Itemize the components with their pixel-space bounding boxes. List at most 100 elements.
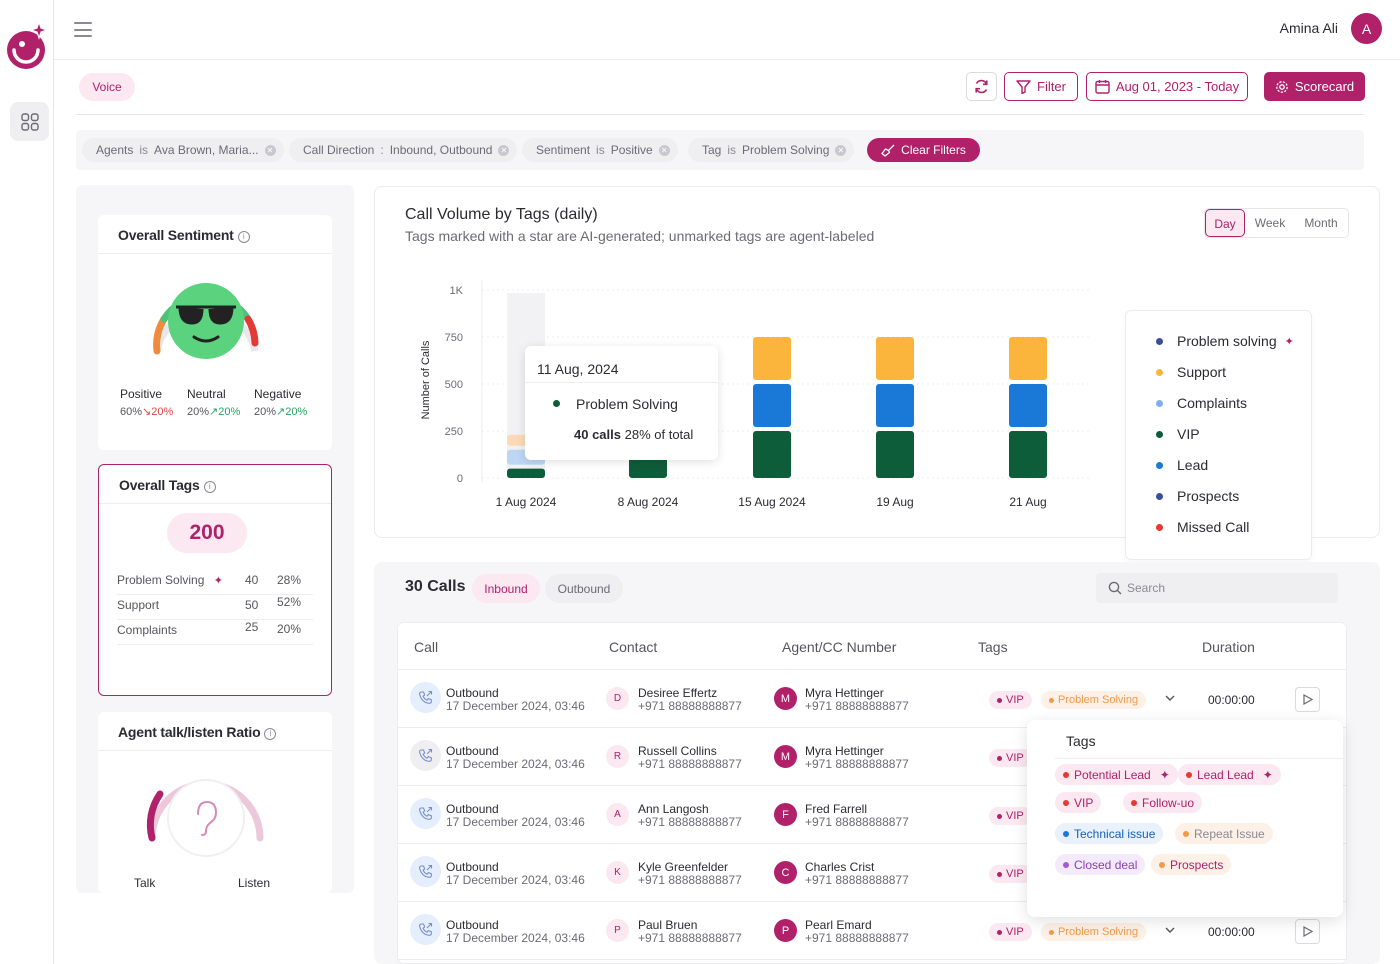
- tag-dot: [1049, 697, 1054, 703]
- search-icon: [1108, 581, 1122, 595]
- info-icon[interactable]: i: [237, 231, 250, 243]
- tag-pill-vip[interactable]: VIP: [989, 691, 1032, 709]
- clear-filters-button[interactable]: Clear Filters: [867, 138, 980, 162]
- contact-name[interactable]: Kyle Greenfelder: [638, 860, 729, 874]
- contact-name[interactable]: Paul Bruen: [638, 918, 698, 932]
- tag-pill-problem-solving[interactable]: Problem Solving: [1041, 691, 1147, 709]
- tag-pill-vip[interactable]: VIP: [989, 923, 1032, 941]
- filter-chip-call-direction[interactable]: Call Direction: Inbound, Outbound ✕: [289, 138, 518, 162]
- play-button[interactable]: [1295, 687, 1320, 712]
- table-row[interactable]: Outbound 17 December 2024, 03:46 A Ann Lang…: [398, 786, 1346, 844]
- popover-tag[interactable]: Prospects: [1151, 854, 1232, 875]
- date-range-button[interactable]: Aug 01, 2023 - Today: [1086, 72, 1248, 101]
- col-duration[interactable]: Duration: [1202, 639, 1255, 655]
- legend-item[interactable]: Missed Call: [1156, 519, 1249, 535]
- period-day[interactable]: Day: [1205, 209, 1245, 237]
- popover-tag[interactable]: Lead Lead ✦: [1178, 764, 1281, 785]
- popover-tag[interactable]: Follow-uo: [1123, 792, 1203, 813]
- tag-dot: [997, 813, 1002, 819]
- app-logo[interactable]: [6, 20, 50, 78]
- tag-pill-vip[interactable]: VIP: [989, 749, 1032, 767]
- hamburger-icon[interactable]: [74, 22, 92, 37]
- scorecard-button[interactable]: Scorecard: [1264, 72, 1365, 101]
- table-row[interactable]: Outbound 17 December 2024, 03:46 R Russell …: [398, 728, 1346, 786]
- agent-name[interactable]: Myra Hettinger: [805, 744, 884, 758]
- agent-name[interactable]: Pearl Emard: [805, 918, 872, 932]
- chevron-down-icon[interactable]: [1165, 925, 1175, 935]
- talk-label: Talk: [134, 876, 156, 890]
- agent-avatar: P: [774, 919, 797, 942]
- legend-item[interactable]: Problem solving ✦: [1156, 333, 1294, 349]
- tag-pill-vip[interactable]: VIP: [989, 807, 1032, 825]
- info-icon[interactable]: i: [264, 728, 277, 740]
- agent-name[interactable]: Myra Hettinger: [805, 686, 884, 700]
- ai-sparkle-icon: ✦: [1284, 335, 1294, 348]
- overall-tags-card[interactable]: Overall Tags i 200 Problem Solving ✦ 40 2…: [98, 464, 332, 696]
- popover-tag[interactable]: Closed deal: [1055, 854, 1146, 875]
- tab-outbound[interactable]: Outbound: [545, 574, 623, 603]
- popover-tag[interactable]: Technical issue: [1055, 823, 1164, 844]
- call-datetime: 17 December 2024, 03:46: [446, 931, 585, 945]
- legend-dot: [1156, 368, 1163, 376]
- trend-down-icon: ↘: [142, 406, 152, 418]
- table-row[interactable]: Outbound 17 December 2024, 03:46 P Paul Bru…: [398, 902, 1346, 960]
- col-tags[interactable]: Tags: [978, 639, 1008, 655]
- popover-tag[interactable]: VIP: [1055, 792, 1102, 813]
- tooltip-tag: Problem Solving: [576, 396, 678, 412]
- play-icon: [1302, 926, 1313, 937]
- tag-row: Support 50 52%: [117, 595, 313, 620]
- info-icon[interactable]: i: [203, 481, 216, 493]
- talk-ratio-title: Agent talk/listen Ratio i: [118, 724, 277, 740]
- voice-tab[interactable]: Voice: [79, 73, 135, 101]
- period-week[interactable]: Week: [1254, 216, 1286, 230]
- period-month[interactable]: Month: [1304, 216, 1338, 230]
- tag-label: Repeat Issue: [1194, 826, 1265, 841]
- avatar[interactable]: A: [1351, 13, 1382, 44]
- legend-dot: [1156, 492, 1163, 500]
- table-row[interactable]: Outbound 17 December 2024, 03:46 D Desiree …: [398, 670, 1346, 728]
- call-duration: 00:00:00: [1208, 693, 1255, 707]
- grid-icon[interactable]: [10, 102, 49, 141]
- col-contact[interactable]: Contact: [609, 639, 658, 655]
- contact-name[interactable]: Desiree Effertz: [638, 686, 718, 700]
- play-button[interactable]: [1295, 919, 1320, 944]
- agent-name[interactable]: Charles Crist: [805, 860, 875, 874]
- refresh-button[interactable]: [966, 72, 997, 101]
- x-tick-label: 1 Aug 2024: [496, 495, 557, 509]
- legend-item[interactable]: Lead: [1156, 457, 1208, 473]
- remove-filter-icon[interactable]: ✕: [264, 144, 276, 156]
- contact-name[interactable]: Ann Langosh: [638, 802, 709, 816]
- col-call[interactable]: Call: [414, 639, 439, 655]
- contact-name[interactable]: Russell Collins: [638, 744, 717, 758]
- chevron-down-icon[interactable]: [1165, 693, 1175, 703]
- col-agent[interactable]: Agent/CC Number: [782, 639, 897, 655]
- tag-label: VIP: [1006, 926, 1024, 938]
- table-row[interactable]: Outbound 17 December 2024, 03:46 K Kyle Gre…: [398, 844, 1346, 902]
- legend-item[interactable]: Prospects: [1156, 488, 1239, 504]
- legend-item[interactable]: Complaints: [1156, 395, 1247, 411]
- legend-label: Support: [1177, 364, 1227, 380]
- legend-item[interactable]: VIP: [1156, 426, 1200, 442]
- agent-cell: Myra Hettinger +971 88888888877: [805, 745, 909, 771]
- talk-listen-gauge: [146, 779, 264, 857]
- filter-chip-tag[interactable]: Tag is Problem Solving ✕: [688, 138, 855, 162]
- legend-item[interactable]: Support: [1156, 364, 1226, 380]
- tag-pill-vip[interactable]: VIP: [989, 865, 1032, 883]
- popover-tag[interactable]: Potential Lead ✦: [1055, 764, 1178, 785]
- popover-tag[interactable]: Repeat Issue: [1175, 823, 1273, 844]
- filter-chip-agents[interactable]: Agents is Ava Brown, Maria... ✕: [82, 138, 284, 162]
- tab-inbound[interactable]: Inbound: [472, 574, 540, 603]
- tag-pill-problem-solving[interactable]: Problem Solving: [1041, 923, 1147, 941]
- search-input[interactable]: Search: [1096, 573, 1338, 603]
- remove-filter-icon[interactable]: ✕: [835, 144, 847, 156]
- tooltip-dot: [553, 400, 560, 407]
- gear-icon: [1276, 80, 1288, 93]
- y-tick-label: 0: [457, 473, 463, 485]
- bar-vip: [1009, 431, 1047, 478]
- filter-button[interactable]: Filter: [1004, 72, 1078, 101]
- tag-dot: [997, 755, 1002, 761]
- agent-name[interactable]: Fred Farrell: [805, 802, 868, 816]
- remove-filter-icon[interactable]: ✕: [658, 144, 670, 156]
- remove-filter-icon[interactable]: ✕: [498, 144, 510, 156]
- filter-chip-sentiment[interactable]: Sentiment is Positive ✕: [522, 138, 678, 162]
